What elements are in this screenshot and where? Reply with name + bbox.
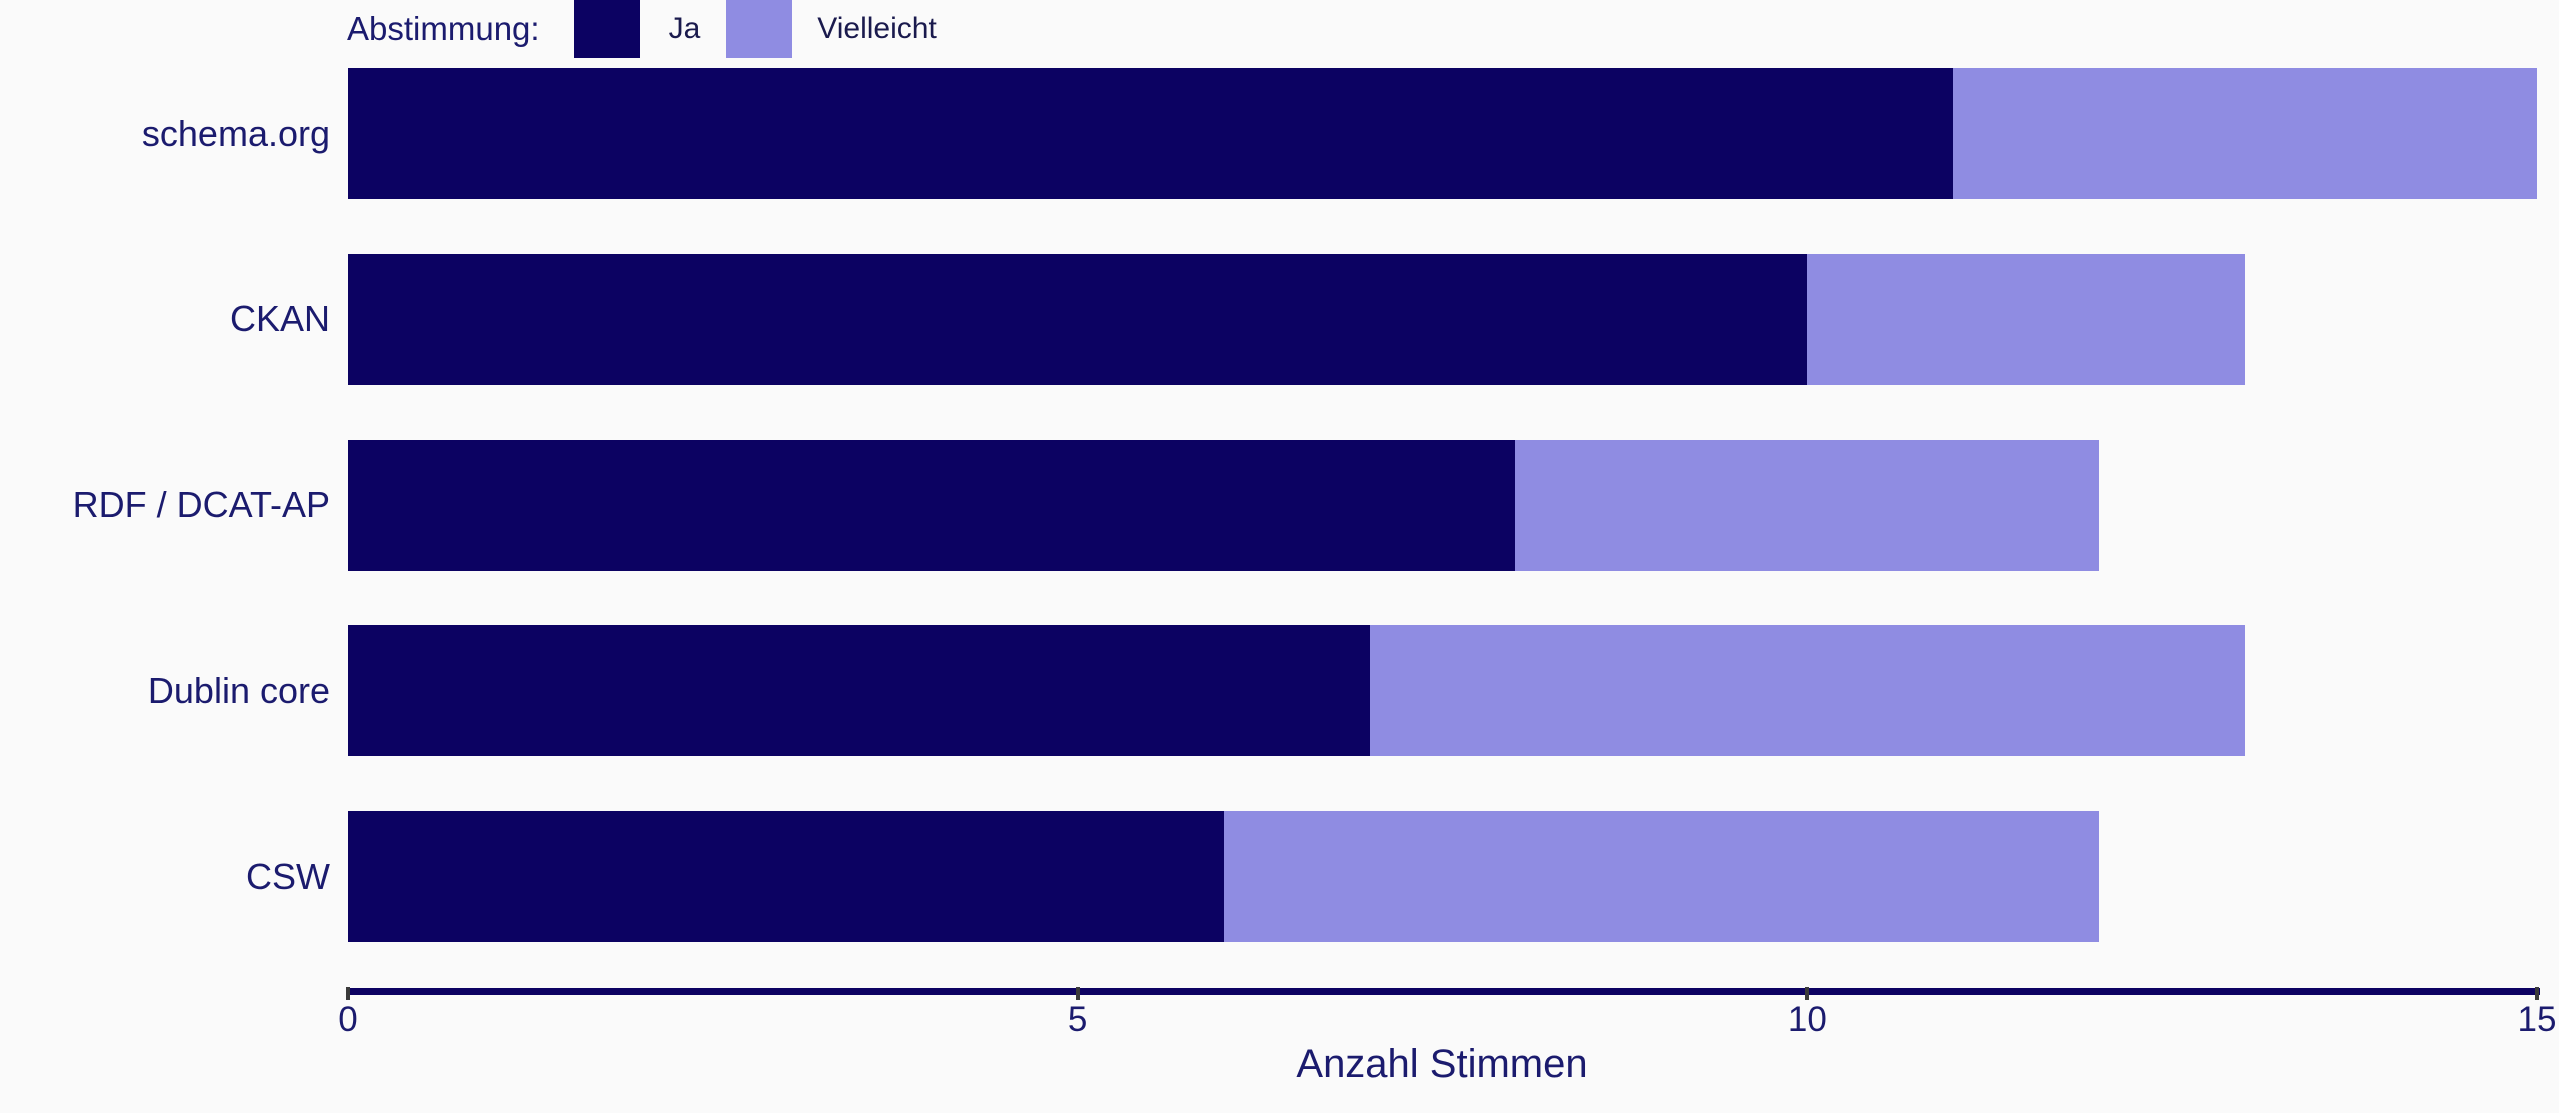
bar-segment-ja[interactable] bbox=[348, 439, 1516, 571]
bar-segment-vielleicht[interactable] bbox=[1369, 625, 2246, 757]
category-label: Dublin core bbox=[147, 669, 330, 711]
tick-mark bbox=[1075, 987, 1080, 1000]
category-label: RDF / DCAT-AP bbox=[72, 484, 330, 525]
bar-row: CSW bbox=[0, 811, 2559, 942]
tick-label: 15 bbox=[2517, 1000, 2557, 1039]
tick-label: 10 bbox=[1787, 1000, 1827, 1039]
bar-segment-ja[interactable] bbox=[348, 811, 1224, 942]
bar-segment-ja[interactable] bbox=[348, 68, 1954, 199]
bar-row: schema.org bbox=[0, 68, 2559, 199]
legend-label-vielleicht: Vielleicht bbox=[817, 12, 937, 45]
legend-label-ja: Ja bbox=[668, 12, 701, 45]
bar-row: RDF / DCAT-AP bbox=[0, 439, 2559, 571]
category-label: CSW bbox=[246, 855, 330, 897]
bar-segment-vielleicht[interactable] bbox=[1223, 811, 2100, 942]
bar-segment-vielleicht[interactable] bbox=[1807, 253, 2246, 385]
bar-segment-vielleicht[interactable] bbox=[1953, 68, 2537, 199]
bar-segment-ja[interactable] bbox=[348, 253, 1808, 385]
bar-segment-vielleicht[interactable] bbox=[1515, 439, 2100, 571]
legend-swatch-vielleicht bbox=[726, 0, 793, 58]
category-label: schema.org bbox=[141, 112, 330, 154]
tick-label: 0 bbox=[338, 1000, 358, 1039]
tick-mark bbox=[2535, 987, 2539, 1000]
bar-row: Dublin core bbox=[0, 625, 2559, 757]
legend-swatch-ja bbox=[573, 0, 640, 58]
tick-label: 5 bbox=[1067, 1000, 1088, 1039]
legend: Abstimmung: Ja Vielleicht bbox=[347, 0, 963, 58]
tick-mark bbox=[346, 987, 350, 1000]
x-axis-title: Anzahl Stimmen bbox=[1296, 1042, 1588, 1086]
legend-title: Abstimmung: bbox=[347, 10, 540, 47]
x-axis-line bbox=[346, 988, 2540, 995]
bar-row: CKAN bbox=[0, 253, 2559, 385]
category-label: CKAN bbox=[229, 298, 330, 340]
bar-segment-ja[interactable] bbox=[348, 625, 1370, 757]
tick-mark bbox=[1805, 987, 1810, 1000]
